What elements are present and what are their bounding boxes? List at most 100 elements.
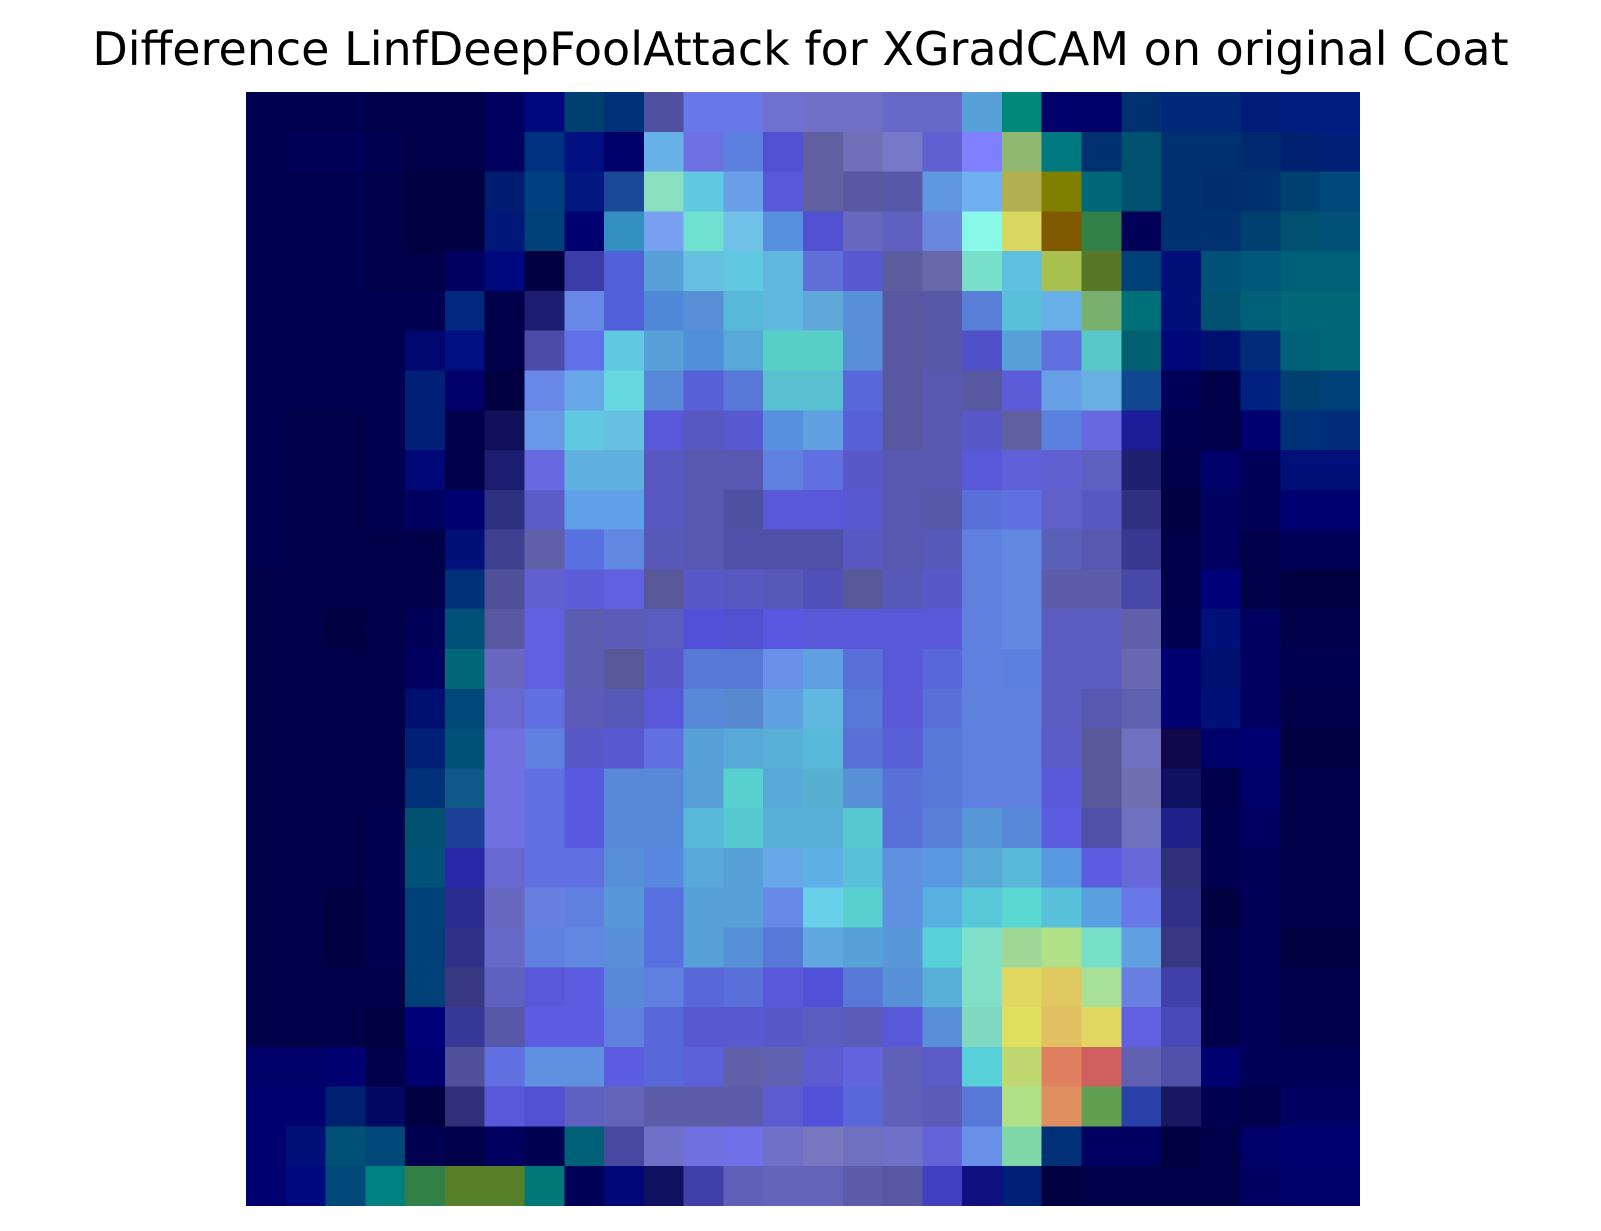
heatmap-cell	[604, 251, 645, 292]
heatmap-cell	[842, 569, 884, 610]
heatmap-cell	[1041, 410, 1083, 451]
heatmap-cell	[683, 370, 725, 411]
heatmap-cell	[683, 92, 725, 133]
heatmap-cell	[285, 649, 327, 690]
heatmap-cell	[922, 728, 963, 769]
heatmap-cell	[763, 1166, 804, 1206]
heatmap-cell	[643, 211, 685, 252]
heatmap-cell	[405, 1166, 446, 1206]
heatmap-cell	[723, 290, 764, 332]
heatmap-cell	[643, 927, 685, 968]
heatmap-cell	[643, 92, 685, 133]
heatmap-cell	[524, 1046, 565, 1088]
heatmap-cell	[1320, 927, 1360, 968]
heatmap-cell	[564, 927, 605, 968]
heatmap-cell	[285, 808, 327, 849]
heatmap-cell	[246, 489, 287, 531]
heatmap-cell	[484, 728, 526, 769]
heatmap-cell	[643, 649, 685, 690]
heatmap-cell	[842, 450, 884, 491]
heatmap-cell	[763, 887, 804, 929]
heatmap-cell	[246, 887, 287, 929]
heatmap-cell	[365, 1166, 406, 1206]
heatmap-cell	[604, 290, 645, 332]
heatmap-cell	[1200, 92, 1242, 133]
heatmap-cell	[1320, 1166, 1360, 1206]
heatmap-cell	[803, 370, 844, 411]
heatmap-cell	[683, 1126, 725, 1167]
heatmap-cell	[365, 211, 406, 252]
heatmap-cell	[1121, 410, 1162, 451]
heatmap-cell	[1320, 569, 1360, 610]
heatmap-cell	[1121, 489, 1162, 531]
heatmap-cell	[842, 847, 884, 889]
heatmap-cell	[285, 1166, 327, 1206]
heatmap-cell	[1161, 171, 1202, 212]
heatmap-cell	[882, 609, 923, 650]
heatmap-cell	[1161, 211, 1202, 252]
heatmap-cell	[246, 609, 287, 650]
heatmap-cell	[405, 330, 446, 372]
heatmap-cell	[1121, 808, 1162, 849]
heatmap-cell	[1001, 410, 1043, 451]
heatmap-cell	[444, 330, 486, 372]
heatmap-cell	[723, 847, 764, 889]
heatmap-cell	[604, 1046, 645, 1088]
heatmap-cell	[1240, 1086, 1282, 1128]
heatmap-cell	[842, 1007, 884, 1048]
heatmap-cell	[1001, 609, 1043, 650]
heatmap-cell	[683, 927, 725, 968]
heatmap-cell	[325, 131, 366, 173]
heatmap-cell	[524, 688, 565, 730]
heatmap-cell	[484, 688, 526, 730]
heatmap-cell	[1280, 330, 1321, 372]
heatmap-cell	[842, 1126, 884, 1167]
heatmap-cell	[803, 251, 844, 292]
heatmap-cell	[683, 688, 725, 730]
heatmap-cell	[444, 290, 486, 332]
heatmap-cell	[365, 330, 406, 372]
heatmap-cell	[484, 1007, 526, 1048]
heatmap-cell	[325, 887, 366, 929]
heatmap-cell	[882, 489, 923, 531]
heatmap-cell	[365, 131, 406, 173]
heatmap-cell	[763, 847, 804, 889]
heatmap-cell	[285, 768, 327, 809]
heatmap-cell	[882, 569, 923, 610]
heatmap-cell	[246, 649, 287, 690]
heatmap-cell	[524, 927, 565, 968]
heatmap-cell	[962, 290, 1003, 332]
heatmap-cell	[643, 768, 685, 809]
heatmap-cell	[1200, 251, 1242, 292]
heatmap-cell	[365, 728, 406, 769]
heatmap-cell	[842, 1046, 884, 1088]
heatmap-cell	[922, 290, 963, 332]
heatmap-cell	[365, 1007, 406, 1048]
heatmap-cell	[962, 887, 1003, 929]
heatmap-cell	[524, 887, 565, 929]
heatmap-cell	[1320, 410, 1360, 451]
heatmap-cell	[1320, 489, 1360, 531]
heatmap-cell	[962, 171, 1003, 212]
heatmap-cell	[444, 450, 486, 491]
heatmap-cell	[1200, 1046, 1242, 1088]
heatmap-cell	[882, 768, 923, 809]
heatmap-cell	[1121, 609, 1162, 650]
heatmap-cell	[1001, 489, 1043, 531]
heatmap-cell	[484, 211, 526, 252]
heatmap-cell	[962, 808, 1003, 849]
heatmap-cell	[763, 251, 804, 292]
heatmap-cell	[882, 1007, 923, 1048]
heatmap-cell	[1240, 649, 1282, 690]
heatmap-cell	[1161, 728, 1202, 769]
heatmap-cell	[723, 569, 764, 610]
heatmap-cell	[1001, 171, 1043, 212]
heatmap-cell	[285, 728, 327, 769]
heatmap-cell	[1320, 370, 1360, 411]
heatmap-cell	[285, 1086, 327, 1128]
heatmap-cell	[1280, 609, 1321, 650]
heatmap-cell	[405, 1046, 446, 1088]
heatmap-cell	[643, 450, 685, 491]
heatmap-cell	[1240, 967, 1282, 1008]
heatmap-cell	[1041, 131, 1083, 173]
